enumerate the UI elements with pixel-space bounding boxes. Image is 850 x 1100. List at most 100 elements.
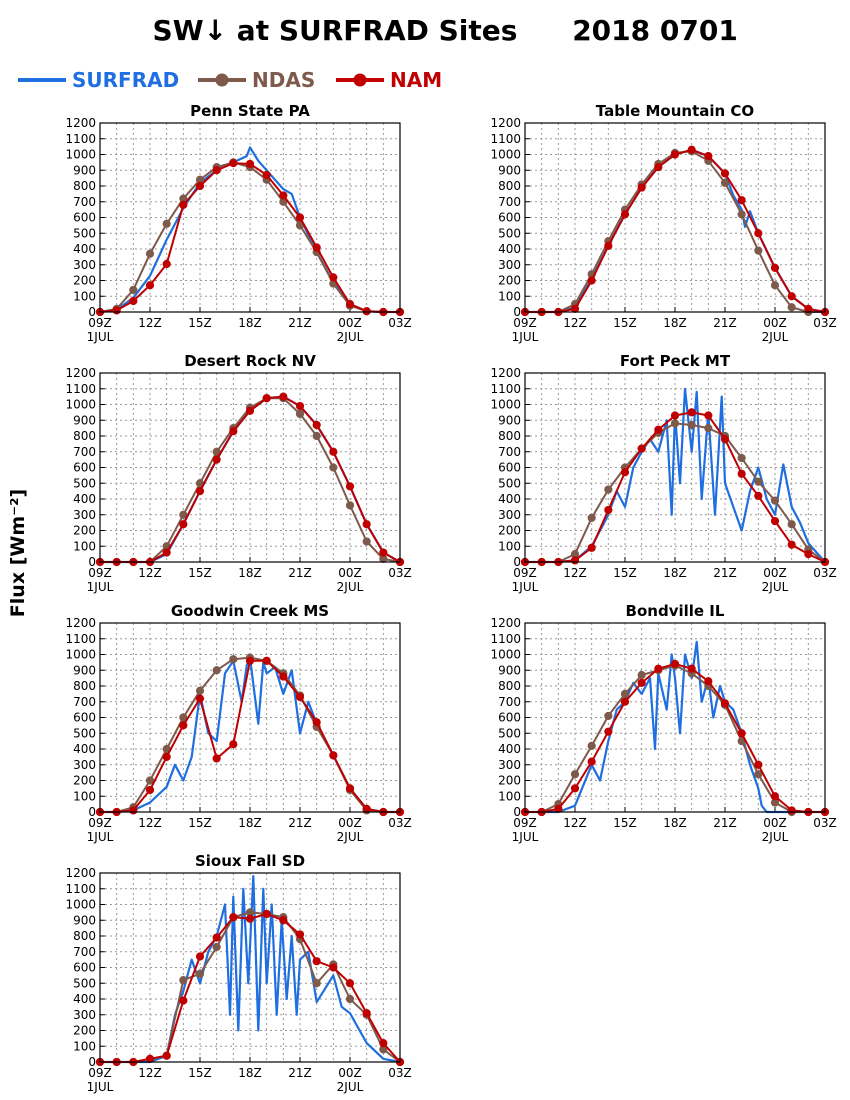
series-nam-point	[345, 482, 355, 491]
series-ndas-point	[179, 976, 188, 985]
y-tick-label: 1100	[65, 882, 96, 896]
series-ndas-point	[587, 741, 596, 750]
series-nam-point	[279, 672, 288, 681]
y-tick-label: 1000	[65, 898, 96, 912]
series-nam-point	[637, 678, 646, 687]
x-tick-label: 21Z	[713, 816, 737, 830]
x-subtick-label: 2JUL	[337, 830, 364, 844]
y-tick-label: 900	[73, 413, 96, 427]
y-tick-label: 900	[498, 413, 521, 427]
y-tick-label: 100	[73, 789, 96, 803]
x-tick-label: 18Z	[238, 816, 262, 830]
y-tick-label: 1200	[65, 866, 96, 880]
panel-title: Goodwin Creek MS	[171, 602, 329, 620]
series-ndas-point	[362, 537, 371, 546]
series-nam-point	[379, 548, 388, 557]
y-tick-label: 1200	[65, 366, 96, 380]
series-ndas-point	[787, 520, 796, 529]
series-ndas-point	[787, 303, 796, 312]
series-nam-point	[754, 229, 763, 238]
y-tick-label: 600	[498, 711, 521, 725]
series-ndas-point	[295, 409, 305, 419]
y-tick-label: 500	[73, 226, 96, 240]
y-tick-label: 700	[498, 695, 521, 709]
series-ndas-point	[229, 655, 238, 664]
series-ndas-point	[770, 281, 780, 290]
x-tick-label: 00Z	[338, 816, 362, 830]
y-tick-label: 1200	[490, 616, 521, 630]
x-tick-label: 12Z	[138, 566, 162, 580]
y-tick-label: 600	[498, 461, 521, 475]
x-tick-label: 09Z	[88, 566, 112, 580]
series-nam-point	[379, 1039, 388, 1048]
x-tick-label: 00Z	[338, 566, 362, 580]
series-nam-point	[195, 694, 205, 703]
x-tick-label: 03Z	[813, 816, 837, 830]
series-nam-point	[229, 913, 238, 922]
series-nam-point	[329, 963, 338, 972]
series-ndas-point	[637, 670, 646, 680]
y-tick-label: 500	[498, 226, 521, 240]
series-nam-point	[295, 930, 305, 939]
chart-title: SW↓ at SURFRAD Sites	[153, 14, 518, 47]
series-nam-point	[704, 411, 713, 420]
series-nam-point	[587, 757, 596, 766]
series-ndas-point	[195, 969, 205, 978]
series-nam-point	[179, 520, 188, 529]
panel-title: Desert Rock NV	[184, 352, 316, 370]
series-nam-point	[212, 455, 221, 464]
y-tick-label: 200	[73, 524, 96, 538]
x-subtick-label: 2JUL	[337, 1080, 364, 1094]
y-tick-label: 200	[498, 774, 521, 788]
series-ndas-point	[604, 485, 613, 494]
x-subtick-label: 2JUL	[762, 830, 789, 844]
legend-ndas-label: NDAS	[252, 68, 315, 92]
series-nam-point	[787, 806, 796, 815]
y-tick-label: 400	[73, 742, 96, 756]
y-tick-label: 700	[73, 195, 96, 209]
series-nam-point	[737, 196, 746, 205]
series-ndas-point	[754, 477, 763, 486]
series-nam-point	[179, 721, 188, 730]
series-ndas-point	[720, 178, 730, 187]
series-nam-point	[654, 163, 663, 172]
series-nam-point	[229, 159, 238, 168]
y-tick-label: 400	[73, 492, 96, 506]
series-nam-point	[670, 659, 680, 669]
y-tick-label: 400	[73, 242, 96, 256]
series-nam-point	[637, 444, 646, 453]
y-tick-label: 700	[73, 945, 96, 959]
y-tick-label: 1100	[65, 632, 96, 646]
series-nam-point	[687, 145, 696, 154]
x-subtick-label: 2JUL	[337, 580, 364, 594]
x-tick-label: 00Z	[338, 316, 362, 330]
series-nam-point	[195, 487, 205, 496]
series-nam-point	[245, 406, 255, 415]
y-tick-label: 800	[73, 929, 96, 943]
x-tick-label: 15Z	[613, 816, 637, 830]
y-tick-label: 1100	[490, 132, 521, 146]
series-ndas-point	[345, 994, 355, 1004]
x-subtick-label: 2JUL	[762, 580, 789, 594]
y-tick-label: 800	[73, 179, 96, 193]
series-ndas-point	[179, 510, 188, 519]
series-nam-point	[312, 957, 321, 966]
x-tick-label: 12Z	[563, 566, 587, 580]
series-nam-point	[670, 150, 680, 159]
series-ndas-point	[212, 942, 221, 952]
x-subtick-label: 1JUL	[512, 830, 539, 844]
series-nam-point	[179, 200, 188, 209]
series-nam-point	[654, 425, 663, 434]
series-nam-point	[737, 469, 746, 478]
y-tick-label: 500	[73, 476, 96, 490]
series-surfrad-line	[100, 874, 401, 1064]
y-tick-label: 0	[513, 805, 521, 819]
y-tick-label: 0	[88, 805, 96, 819]
series-ndas-point	[670, 419, 680, 428]
plot-frame	[99, 372, 401, 563]
series-nam-point	[312, 718, 321, 727]
y-tick-label: 0	[513, 305, 521, 319]
series-nam-point	[587, 543, 596, 552]
y-tick-label: 1200	[490, 116, 521, 130]
